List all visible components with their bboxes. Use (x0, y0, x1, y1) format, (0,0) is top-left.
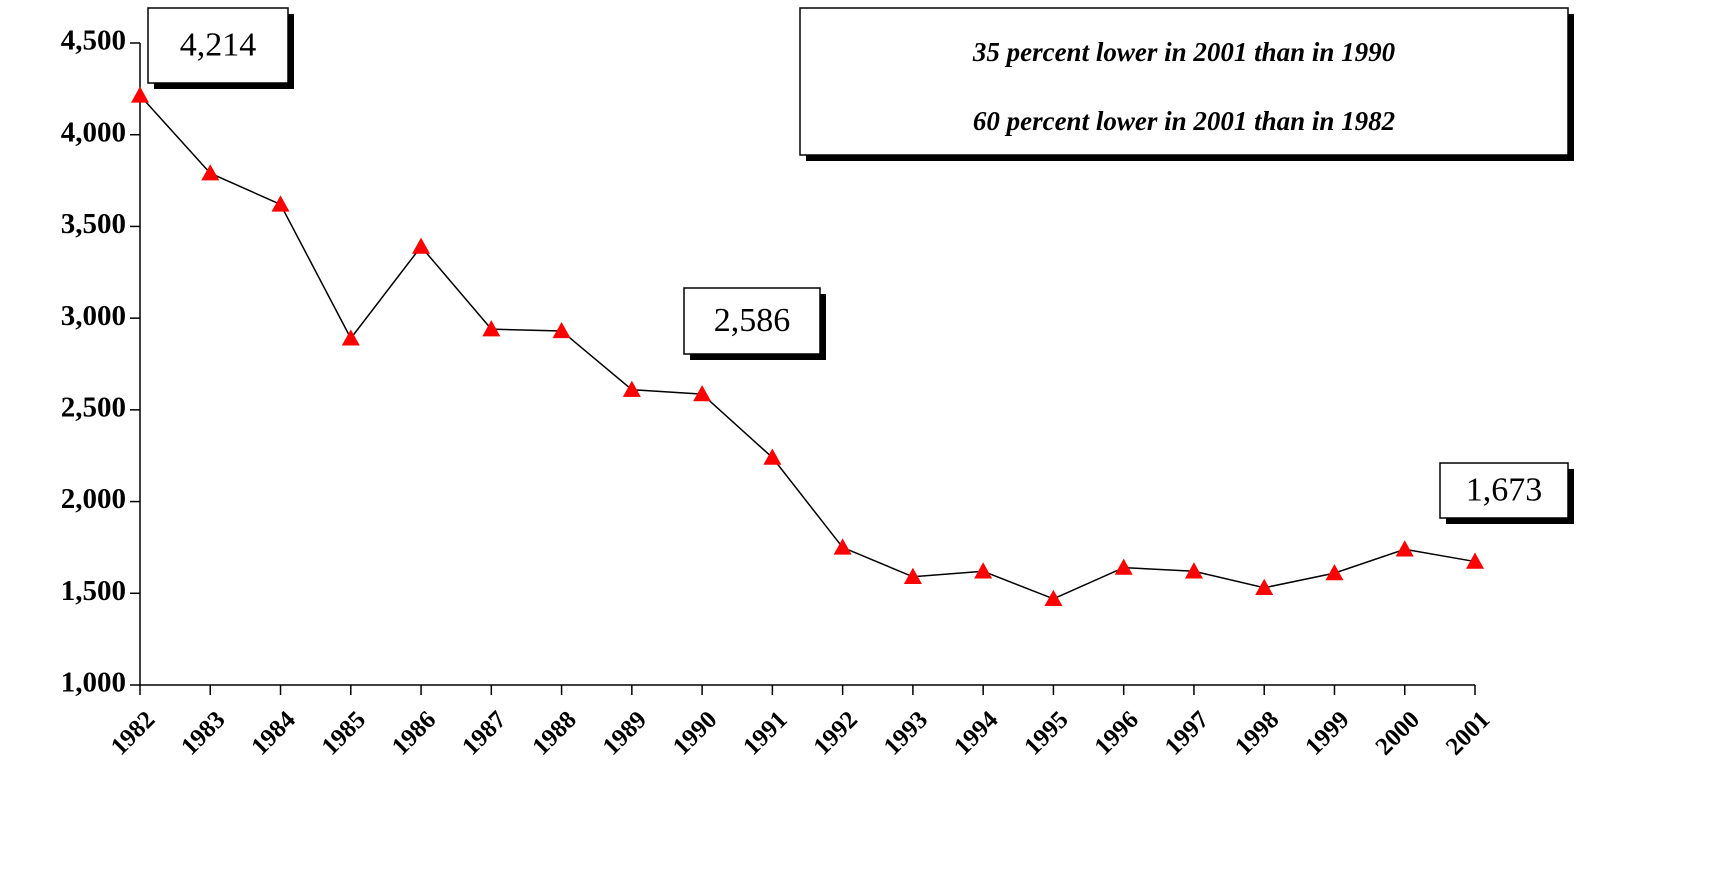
x-tick-label: 1999 (1300, 706, 1354, 760)
x-tick-label: 2001 (1441, 706, 1495, 760)
x-tick-label: 1987 (457, 706, 511, 760)
value-label: 1,673 (1466, 471, 1543, 508)
point-marker (1044, 589, 1063, 606)
annotation: 60 percent lower in 2001 than in 1982 (973, 106, 1395, 136)
x-tick-label: 1998 (1230, 706, 1284, 760)
value-label: 4,214 (180, 26, 257, 63)
x-tick-label: 1986 (387, 706, 441, 760)
annotation-box (799, 7, 1569, 156)
point-marker (693, 385, 712, 402)
point-marker (1255, 578, 1274, 595)
x-tick-label: 1990 (668, 706, 722, 760)
y-tick-label: 2,000 (61, 483, 126, 515)
point-marker (552, 321, 571, 339)
x-tick-label: 1996 (1090, 706, 1144, 760)
series-line (139, 94, 1476, 600)
point-marker (622, 380, 641, 397)
x-tick-label: 1982 (106, 706, 160, 760)
point-marker (903, 567, 922, 584)
point-marker (1184, 562, 1203, 579)
point-marker (763, 448, 782, 465)
value-label: 2,586 (714, 302, 791, 339)
point-marker (412, 237, 431, 254)
annotation: 35 percent lower in 2001 than in 1990 (972, 37, 1396, 67)
y-tick-label: 2,500 (61, 392, 126, 424)
x-tick-label: 1992 (808, 706, 862, 760)
y-tick-label: 3,000 (61, 300, 126, 332)
x-tick-label: 1984 (246, 706, 301, 761)
value-label-box (683, 287, 821, 355)
point-marker (974, 562, 993, 579)
x-tick-label: 1997 (1160, 706, 1214, 760)
point-marker (833, 538, 852, 555)
x-tick-label: 1993 (879, 706, 933, 760)
point-marker (482, 320, 501, 337)
value-label-box (1439, 462, 1569, 519)
x-tick-label: 1983 (176, 706, 230, 760)
point-marker (1466, 552, 1484, 569)
x-tick-label: 1991 (738, 706, 792, 760)
x-tick-label: 1995 (1019, 706, 1073, 760)
y-tick-label: 4,500 (61, 25, 126, 57)
point-marker (201, 164, 220, 181)
point-marker (271, 195, 290, 212)
point-marker (341, 329, 360, 346)
point-marker (1395, 540, 1414, 557)
y-tick-label: 4,000 (61, 116, 126, 148)
value-label-box (147, 7, 289, 84)
point-marker (1325, 564, 1344, 581)
x-tick-label: 2000 (1371, 706, 1425, 760)
x-tick-label: 1985 (317, 706, 371, 760)
y-tick-label: 3,500 (61, 208, 126, 240)
point-marker (1114, 558, 1133, 575)
x-tick-label: 1994 (949, 706, 1004, 761)
y-tick-label: 1,000 (61, 667, 126, 699)
x-tick-label: 1989 (598, 706, 652, 760)
y-tick-label: 1,500 (61, 575, 126, 607)
point-marker (131, 86, 149, 103)
x-tick-label: 1988 (527, 706, 581, 760)
